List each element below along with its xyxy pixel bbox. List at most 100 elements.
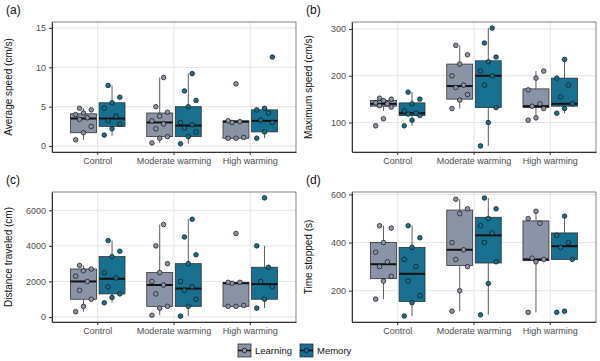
y-tick-mark bbox=[349, 29, 352, 30]
point bbox=[106, 284, 111, 289]
box bbox=[223, 82, 249, 141]
legend: Learning Memory bbox=[238, 344, 352, 357]
y-tick-mark bbox=[349, 194, 352, 195]
x-grid-line bbox=[174, 22, 175, 152]
point bbox=[490, 73, 495, 78]
point bbox=[154, 104, 159, 109]
point bbox=[81, 268, 86, 273]
point bbox=[110, 126, 115, 131]
box-median bbox=[447, 85, 473, 87]
point bbox=[110, 100, 115, 105]
legend-key-point bbox=[304, 348, 309, 353]
box bbox=[370, 223, 396, 301]
box bbox=[99, 83, 125, 137]
point bbox=[102, 300, 107, 305]
whisker-upper bbox=[188, 219, 189, 263]
point bbox=[414, 264, 419, 269]
point bbox=[178, 141, 183, 146]
y-tick-mark bbox=[49, 317, 52, 318]
box bbox=[70, 106, 96, 142]
point bbox=[410, 118, 415, 123]
point bbox=[457, 211, 462, 216]
point bbox=[194, 252, 199, 257]
point bbox=[110, 295, 115, 300]
legend-key-point bbox=[242, 348, 247, 353]
point bbox=[406, 112, 411, 117]
x-tick-label: High warming bbox=[223, 326, 278, 336]
x-grid-line bbox=[474, 192, 475, 322]
point bbox=[178, 314, 183, 319]
box-median bbox=[370, 263, 396, 265]
legend-label: Learning bbox=[255, 345, 292, 356]
y-tick-mark bbox=[49, 281, 52, 282]
x-grid-line bbox=[550, 22, 551, 152]
panel-title: (b) bbox=[306, 3, 321, 17]
whisker-upper bbox=[264, 246, 265, 267]
point bbox=[526, 88, 531, 93]
plot-frame bbox=[52, 22, 296, 152]
x-tick: Moderate warming bbox=[137, 322, 212, 336]
point bbox=[541, 257, 546, 262]
box-median bbox=[70, 280, 96, 282]
marks bbox=[370, 26, 577, 148]
point bbox=[238, 119, 243, 124]
y-tick-label: 10 bbox=[36, 63, 46, 73]
x-tick-label: High warming bbox=[523, 156, 578, 166]
box-body bbox=[447, 210, 473, 265]
x-grid-line bbox=[397, 192, 398, 322]
y-tick-label: 0 bbox=[41, 141, 46, 151]
point bbox=[457, 98, 462, 103]
box-median bbox=[99, 278, 125, 280]
box-body bbox=[147, 273, 173, 307]
x-axis: ControlModerate warmingHigh warming bbox=[53, 152, 297, 166]
point bbox=[190, 284, 195, 289]
point bbox=[182, 235, 187, 240]
y-tick-mark bbox=[49, 67, 52, 68]
x-tick-label: Control bbox=[383, 326, 412, 336]
point bbox=[373, 297, 378, 302]
legend-item: Memory bbox=[300, 344, 352, 357]
point bbox=[190, 71, 195, 76]
x-tick-label: Control bbox=[383, 156, 412, 166]
legend-item: Learning bbox=[238, 344, 292, 357]
point bbox=[486, 120, 491, 125]
point bbox=[558, 95, 563, 100]
x-tick: Control bbox=[83, 152, 112, 166]
point bbox=[241, 135, 246, 140]
marks bbox=[370, 196, 577, 319]
x-tick-label: Control bbox=[83, 156, 112, 166]
point bbox=[73, 112, 78, 117]
x-grid-line bbox=[250, 192, 251, 322]
x-tick-mark bbox=[97, 152, 98, 155]
point bbox=[106, 83, 111, 88]
point bbox=[226, 136, 231, 141]
panel: 200400600ControlModerate warmingHigh war… bbox=[303, 173, 597, 336]
y-tick: 0 bbox=[41, 312, 52, 322]
point bbox=[454, 43, 459, 48]
point bbox=[165, 261, 170, 266]
point bbox=[385, 102, 390, 107]
box-median bbox=[147, 284, 173, 286]
point bbox=[461, 247, 466, 252]
y-tick: 4000 bbox=[26, 241, 52, 251]
point bbox=[114, 276, 119, 281]
point bbox=[554, 76, 559, 81]
y-axis-line bbox=[352, 193, 353, 323]
box bbox=[370, 96, 396, 128]
y-tick: 200 bbox=[331, 71, 352, 81]
point bbox=[461, 83, 466, 88]
point bbox=[85, 279, 90, 284]
point bbox=[161, 222, 166, 227]
point bbox=[373, 101, 378, 106]
point bbox=[465, 264, 470, 269]
point bbox=[194, 297, 199, 302]
point bbox=[566, 83, 571, 88]
point bbox=[450, 309, 455, 314]
point bbox=[254, 306, 259, 311]
x-tick: Moderate warming bbox=[437, 322, 512, 336]
box-body bbox=[552, 78, 578, 106]
point bbox=[226, 280, 231, 285]
point bbox=[541, 69, 546, 74]
point bbox=[165, 110, 170, 115]
y-tick-label: 4000 bbox=[26, 241, 46, 251]
